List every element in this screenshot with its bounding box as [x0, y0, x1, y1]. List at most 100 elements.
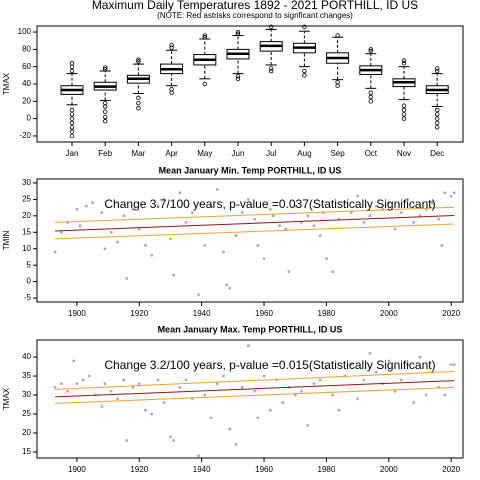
outlier — [302, 24, 307, 30]
point — [331, 393, 335, 397]
x-tick-label: 1960 — [255, 309, 273, 318]
y-tick-label: 40 — [22, 79, 31, 88]
point — [443, 191, 447, 195]
outlier — [136, 57, 141, 62]
outlier — [69, 68, 75, 74]
y-tick-label: 100 — [18, 27, 32, 36]
point — [137, 227, 141, 231]
outlier — [69, 112, 75, 117]
point — [209, 204, 213, 208]
y-tick-label: 60 — [22, 62, 31, 71]
outlier — [335, 80, 340, 85]
point — [452, 363, 456, 367]
point — [100, 211, 104, 214]
outlier — [235, 31, 241, 36]
outlier — [102, 114, 108, 120]
point — [87, 374, 91, 378]
x-tick-label: Sep — [330, 149, 345, 158]
point — [349, 211, 353, 214]
point — [53, 386, 57, 389]
y-tick-label: 0 — [27, 277, 32, 286]
point — [406, 197, 409, 201]
point — [240, 386, 244, 389]
point — [150, 253, 154, 257]
point — [234, 442, 238, 446]
point — [312, 382, 316, 386]
outlier — [401, 116, 407, 121]
trend-line — [55, 380, 455, 398]
x-tick-label: 2020 — [442, 465, 460, 474]
x-tick-label: Apr — [165, 149, 178, 158]
outlier — [169, 90, 174, 95]
point — [197, 293, 200, 297]
point — [215, 382, 219, 386]
point — [228, 286, 232, 290]
point — [184, 221, 188, 224]
x-tick-label: 1960 — [255, 465, 273, 474]
outlier — [368, 47, 373, 52]
point — [268, 408, 272, 412]
point — [412, 221, 416, 224]
point — [331, 270, 335, 274]
point — [440, 244, 444, 247]
outlier — [102, 109, 108, 114]
panel-title: Mean January Max. Temp PORTHILL, ID US — [158, 324, 343, 334]
point — [293, 204, 297, 208]
outlier — [435, 120, 440, 126]
point — [103, 247, 107, 251]
x-tick-label: Jun — [232, 149, 245, 158]
outlier — [69, 61, 75, 66]
point — [368, 351, 372, 355]
point — [109, 389, 113, 393]
y-tick-label: 35 — [22, 371, 31, 380]
x-tick-label: Dec — [430, 149, 444, 158]
y-tick-label: 25 — [22, 194, 31, 203]
point — [312, 224, 316, 228]
outlier — [102, 100, 108, 106]
point — [144, 244, 147, 247]
x-tick-label: Nov — [397, 149, 411, 158]
point — [172, 273, 175, 277]
point — [184, 378, 188, 382]
point — [256, 416, 260, 420]
point — [406, 363, 409, 367]
point — [156, 378, 160, 382]
y-tick-label: 10 — [22, 244, 31, 253]
point — [169, 435, 172, 439]
point — [337, 408, 341, 412]
point — [318, 378, 322, 382]
point — [162, 401, 166, 405]
outlier — [102, 65, 108, 70]
point — [278, 224, 282, 228]
point — [203, 393, 207, 397]
outlier — [136, 59, 141, 64]
point — [262, 374, 266, 378]
point — [75, 382, 79, 386]
point — [215, 188, 219, 191]
point — [284, 227, 288, 231]
point — [287, 270, 291, 274]
y-tick-label: 80 — [22, 44, 31, 53]
point — [393, 389, 397, 393]
point — [262, 257, 266, 260]
outlier — [102, 104, 108, 109]
point — [78, 224, 82, 228]
point — [431, 201, 434, 205]
y-tick-label: 30 — [22, 390, 31, 399]
point — [169, 237, 172, 241]
panel-title: Mean January Min. Temp PORTHILL, ID US — [159, 165, 342, 175]
point — [53, 250, 57, 254]
point — [125, 439, 129, 442]
outlier — [435, 125, 440, 130]
point — [59, 382, 63, 386]
point — [374, 204, 378, 208]
point — [343, 201, 347, 205]
outlier — [136, 106, 141, 111]
trend-line — [55, 223, 455, 240]
point — [144, 408, 147, 412]
point — [203, 244, 207, 247]
outlier — [235, 76, 241, 82]
outlier — [269, 24, 274, 30]
plot-frame — [36, 339, 464, 459]
